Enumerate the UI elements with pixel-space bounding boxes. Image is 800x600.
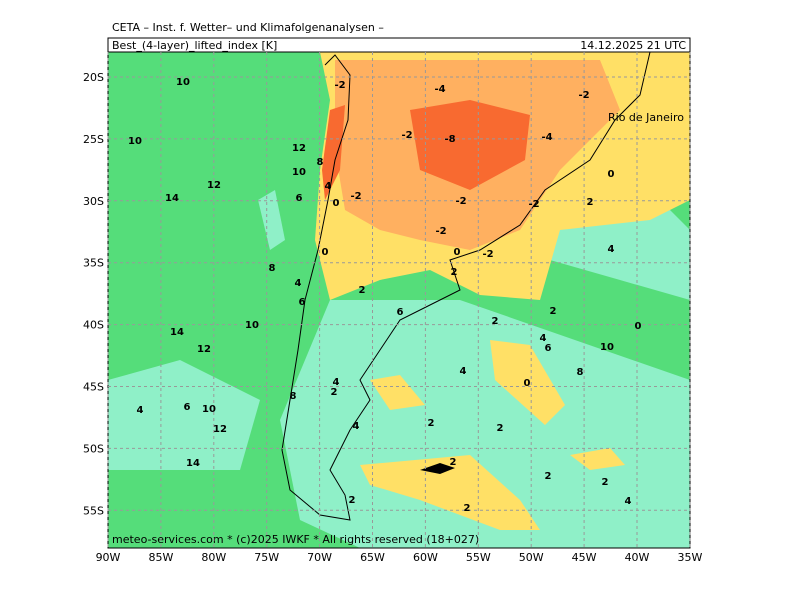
lat-label: 40S (83, 319, 104, 332)
contour-label: 14 (170, 327, 184, 338)
city-label: Rio de Janeiro (608, 111, 684, 124)
coastline (281, 52, 651, 521)
contour-label: -2 (401, 130, 412, 141)
contour-label: 10 (202, 404, 216, 415)
lat-label: 25S (83, 133, 104, 146)
footer: meteo-services.com * (c)2025 IWKF * All … (112, 533, 479, 546)
contour-label: 2 (359, 285, 366, 296)
contour-label: 6 (296, 193, 303, 204)
contour-label: -4 (434, 84, 445, 95)
map-title: Best_(4-layer)_lifted_index [K] (112, 39, 277, 52)
contour-label: 4 (540, 333, 547, 344)
contour-label: 6 (545, 343, 552, 354)
lon-label: 90W (96, 551, 121, 564)
mint-field (108, 360, 260, 470)
contour-label: 2 (545, 471, 552, 482)
falkland-islands (420, 463, 455, 474)
contour-label: 0 (635, 321, 642, 332)
lat-label: 30S (83, 195, 104, 208)
contour-label: 4 (460, 366, 467, 377)
contour-label: 4 (137, 405, 144, 416)
lat-label: 55S (83, 504, 104, 517)
contour-label: 10 (128, 136, 142, 147)
contour-label: 0 (608, 169, 615, 180)
contour-label: 2 (450, 457, 457, 468)
lat-label: 50S (83, 442, 104, 455)
contour-label: 4 (353, 421, 360, 432)
lon-label: 70W (307, 551, 332, 564)
contour-label: 4 (625, 496, 632, 507)
contour-label: 8 (269, 263, 276, 274)
contour-label: -2 (528, 199, 539, 210)
contour-label: -2 (482, 249, 493, 260)
contour-label: -2 (578, 90, 589, 101)
lon-label: 75W (254, 551, 279, 564)
contour-label: 0 (454, 247, 461, 258)
contour-label: -2 (350, 191, 361, 202)
contour-label: -2 (435, 226, 446, 237)
contour-label: 10 (600, 342, 614, 353)
contour-label: 2 (451, 267, 458, 278)
lon-label: 65W (360, 551, 385, 564)
lat-label: 35S (83, 257, 104, 270)
contour-label: 0 (322, 247, 329, 258)
contour-label: 10 (245, 320, 259, 331)
contour-label: 2 (349, 495, 356, 506)
contour-label: 12 (197, 344, 211, 355)
yellow-field (370, 375, 425, 410)
contour-label: -2 (455, 196, 466, 207)
contour-label: -8 (444, 134, 455, 145)
lon-label: 55W (466, 551, 491, 564)
contour-label: 2 (464, 503, 471, 514)
contour-label: 2 (428, 418, 435, 429)
contour-label: 4 (333, 377, 340, 388)
mint-field (258, 190, 285, 250)
contour-label: -4 (541, 132, 552, 143)
contour-label: 0 (524, 378, 531, 389)
contour-label: 6 (299, 297, 306, 308)
contour-label: 14 (186, 458, 200, 469)
red-field (322, 105, 345, 200)
contour-label: -2 (334, 80, 345, 91)
contour-label: 8 (290, 391, 297, 402)
red-field (410, 100, 530, 190)
contour-label: 4 (608, 244, 615, 255)
lon-label: 45W (572, 551, 597, 564)
lon-label: 40W (625, 551, 650, 564)
contour-label: 2 (550, 306, 557, 317)
contour-label: 2 (497, 423, 504, 434)
contour-label: 2 (587, 197, 594, 208)
contour-label: 4 (325, 181, 332, 192)
contour-label: 2 (492, 316, 499, 327)
lon-label: 60W (413, 551, 438, 564)
contour-label: 4 (295, 278, 302, 289)
lon-label: 80W (201, 551, 226, 564)
yellow-field (570, 448, 625, 470)
contour-label: 0 (333, 198, 340, 209)
contour-label: 14 (165, 193, 179, 204)
contour-label: 10 (176, 77, 190, 88)
map-area (108, 52, 690, 548)
contour-label: 6 (397, 307, 404, 318)
valid-time: 14.12.2025 21 UTC (580, 39, 686, 52)
lat-label: 20S (83, 71, 104, 84)
contour-label: 8 (577, 367, 584, 378)
contour-label: 12 (292, 143, 306, 154)
lon-label: 85W (148, 551, 173, 564)
contour-label: 12 (207, 180, 221, 191)
yellow-field (490, 340, 565, 425)
lat-label: 45S (83, 381, 104, 394)
contour-label: 12 (213, 424, 227, 435)
contour-label: 6 (184, 402, 191, 413)
contour-label: 2 (331, 387, 338, 398)
contour-label: 8 (317, 157, 324, 168)
lon-label: 50W (519, 551, 544, 564)
agency-header: CETA – Inst. f. Wetter– und Klimafolgena… (112, 21, 384, 34)
lon-label: 35W (677, 551, 702, 564)
contour-label: 2 (602, 477, 609, 488)
contour-label: 10 (292, 167, 306, 178)
yellow-field (360, 455, 540, 530)
